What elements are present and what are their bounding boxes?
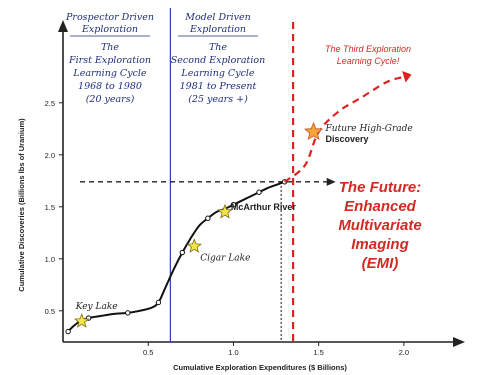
projection-line (283, 75, 405, 183)
x-axis-label: Cumulative Exploration Expenditures ($ B… (173, 363, 347, 372)
third-cycle-line-1: The Third Exploration (325, 44, 411, 54)
x-tick-label: 0.5 (143, 348, 153, 357)
era-2-line-3: Learning Cycle (180, 68, 255, 79)
discovery-label: Cigar Lake (200, 253, 250, 263)
data-point (205, 215, 211, 221)
discovery-label: McArthur River (231, 202, 297, 212)
y-tick-label: 1.5 (45, 203, 55, 212)
era-2-line-5: (25 years +) (188, 94, 248, 105)
era-1-line-4: 1968 to 1980 (78, 81, 142, 92)
discovery-label: Key Lake (75, 302, 118, 312)
discovery-star (74, 313, 90, 328)
era-2-title-line-2: Exploration (189, 24, 246, 35)
x-tick-label: 2.0 (399, 348, 409, 357)
era-1-title-line-2: Exploration (81, 24, 138, 35)
future-line-3: Multivariate (338, 217, 421, 234)
y-axis-arrow (58, 20, 68, 32)
future-text: The Future: Enhanced Multivariate Imagin… (338, 179, 421, 272)
x-tick-label: 1.0 (228, 348, 238, 357)
threshold-arrow (326, 177, 336, 186)
era-2-text: Model Driven Exploration The Second Expl… (171, 12, 265, 105)
data-point (65, 328, 71, 335)
future-line-4: Imaging (351, 236, 409, 253)
projection-arrow (402, 71, 412, 83)
era-1-text: Prospector Driven Exploration The First … (65, 12, 154, 105)
future-discovery-label-line-1: Future High-Grade (325, 124, 413, 134)
y-axis-label: Cumulative Discoveries (Billions lbs of … (17, 118, 26, 292)
era-1-line-5: (20 years) (86, 94, 135, 105)
era-1-line-2: First Exploration (68, 55, 151, 66)
future-line-5: (EMI) (362, 255, 399, 272)
discovery-star (217, 203, 233, 219)
era-2-title-line-1: Model Driven (184, 12, 251, 23)
era-1-line-3: Learning Cycle (72, 68, 147, 79)
discovery-star (186, 238, 202, 253)
data-point (179, 249, 186, 256)
future-discovery-label-line-2: Discovery (326, 134, 369, 144)
y-tick-label: 2.5 (45, 99, 55, 108)
y-tick-label: 0.5 (45, 307, 55, 316)
data-point (125, 310, 131, 316)
data-point (155, 299, 162, 306)
era-1-title-line-1: Prospector Driven (65, 12, 154, 23)
data-point (230, 202, 237, 208)
x-axis-arrow (453, 337, 465, 347)
era-2-line-2: Second Exploration (171, 55, 265, 66)
future-line-2: Enhanced (344, 198, 417, 215)
y-tick-label: 1.0 (45, 255, 55, 264)
x-tick-label: 1.5 (313, 348, 323, 357)
future-line-1: The Future: (339, 179, 422, 196)
era-1-line-1: The (101, 42, 119, 53)
third-cycle-line-2: Learning Cycle! (337, 56, 400, 66)
era-2-line-4: 1981 to Present (180, 81, 257, 92)
era-2-line-1: The (209, 42, 227, 53)
y-tick-label: 2.0 (45, 151, 55, 160)
data-point (256, 189, 262, 195)
future-discovery-star (303, 121, 324, 141)
